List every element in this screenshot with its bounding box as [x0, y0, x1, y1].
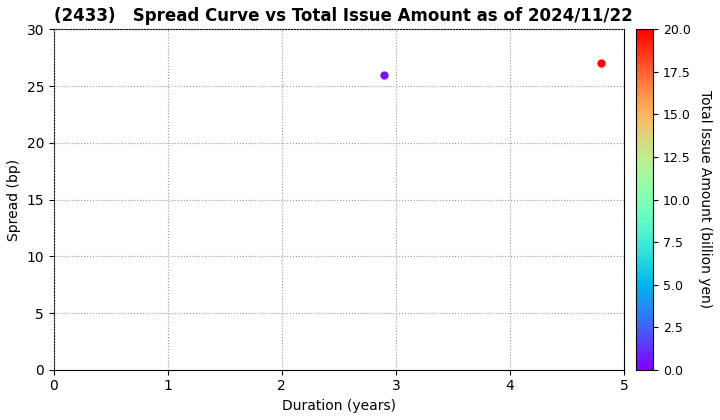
Y-axis label: Total Issue Amount (billion yen): Total Issue Amount (billion yen) — [698, 90, 711, 309]
Text: (2433)   Spread Curve vs Total Issue Amount as of 2024/11/22: (2433) Spread Curve vs Total Issue Amoun… — [54, 7, 633, 25]
X-axis label: Duration (years): Duration (years) — [282, 399, 396, 413]
Point — [595, 60, 607, 67]
Y-axis label: Spread (bp): Spread (bp) — [7, 158, 21, 241]
Point — [379, 71, 390, 78]
